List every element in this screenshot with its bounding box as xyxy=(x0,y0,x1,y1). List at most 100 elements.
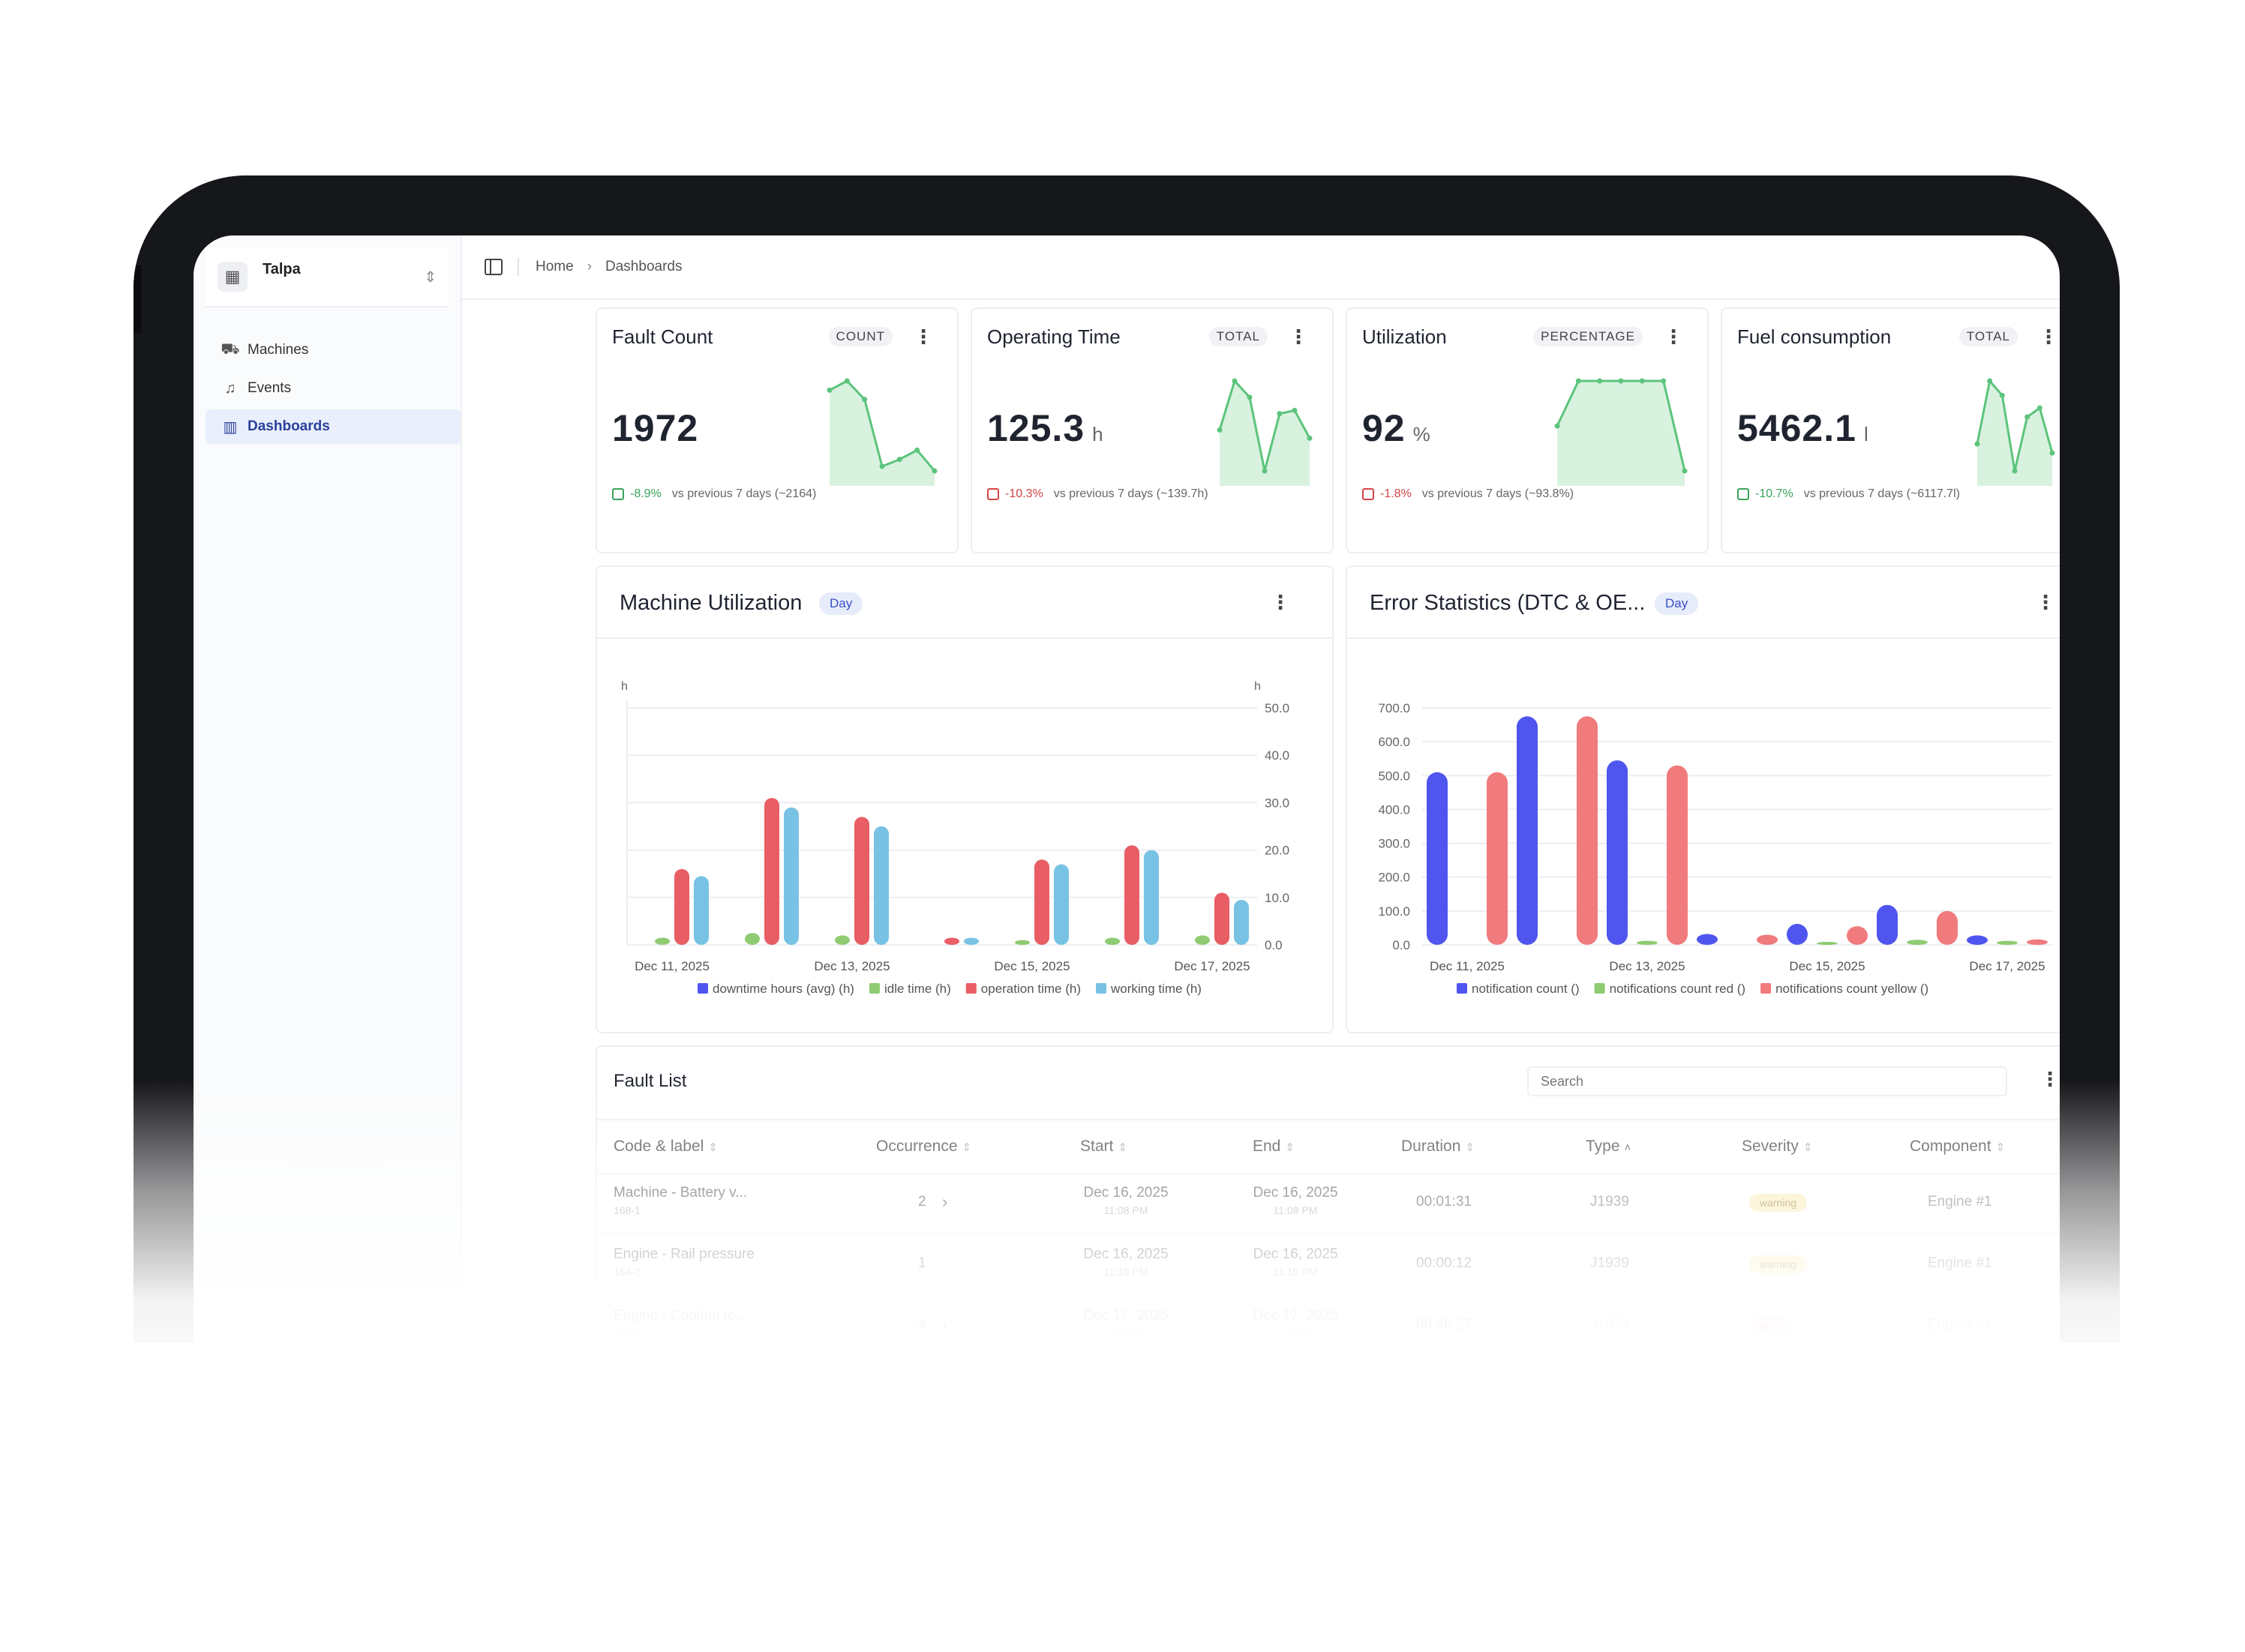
more-vertical-icon[interactable]: ⋮ xyxy=(914,325,933,348)
kpi-number: 1972 xyxy=(612,407,699,449)
legend-swatch xyxy=(1594,983,1605,994)
sparkline-point xyxy=(879,463,885,469)
kpi-number: 5462.1 xyxy=(1737,407,1856,449)
column-header-start[interactable]: Start ⇕ xyxy=(1080,1138,1127,1155)
y-tick-label: 500.0 xyxy=(1378,769,1410,783)
sparkline-area xyxy=(1220,381,1310,486)
column-header-component[interactable]: Component ⇕ xyxy=(1910,1138,2006,1155)
trend-down-icon xyxy=(987,488,999,500)
machine-utilization-card: Machine Utilization Day ⋮ 50.0 40.0 30.0 20… xyxy=(596,565,1334,1033)
kpi-card-utilization: Utilization PERCENTAGE ⋮ 92% -1.8% vs pr… xyxy=(1346,307,1709,553)
fault-start: Dec 16, 2025 11:08 PM xyxy=(1083,1185,1169,1216)
kpi-unit: l xyxy=(1863,423,1869,445)
column-header-duration[interactable]: Duration ⇕ xyxy=(1401,1138,1475,1155)
kpi-value: 1972 xyxy=(612,406,706,450)
column-header-end[interactable]: End ⇕ xyxy=(1253,1138,1295,1155)
divider xyxy=(597,637,1332,639)
bar xyxy=(944,937,959,945)
column-header-occurrence[interactable]: Occurrence ⇕ xyxy=(876,1138,972,1155)
kpi-card-fuel-consumption: Fuel consumption TOTAL ⋮ 5462.1 l -10.7% … xyxy=(1721,307,2060,553)
bar xyxy=(1577,716,1598,945)
bar xyxy=(1607,760,1628,945)
trend-down-icon xyxy=(1362,488,1374,500)
legend-label: operation time (h) xyxy=(981,982,1081,996)
fault-component: Engine #1 xyxy=(1928,1194,1992,1210)
bar xyxy=(1637,940,1658,945)
bar xyxy=(1787,924,1808,945)
column-header-severity[interactable]: Severity ⇕ xyxy=(1742,1138,1813,1155)
sidebar-item-events[interactable]: ♫ Events xyxy=(206,371,461,406)
kpi-value: 92% xyxy=(1362,406,1431,450)
kpi-comparison: -8.9% vs previous 7 days (~2164) xyxy=(612,487,816,501)
granularity-chip[interactable]: Day xyxy=(1655,592,1699,615)
bar xyxy=(2027,939,2048,945)
y-tick-label: 10.0 xyxy=(1265,891,1289,905)
error-statistics-chart: 700.0 600.0 500.0 400.0 300.0 200.0 100.0 0.0 De… xyxy=(1378,701,2052,996)
kpi-comparison: -10.3% vs previous 7 days (~139.7h) xyxy=(987,487,1208,501)
fault-start: Dec 16, 2025 11:10 PM xyxy=(1083,1246,1169,1278)
fault-list-card: Fault List ⋮ Code & label⇕ Occurrence⇕ S… xyxy=(596,1045,2060,1345)
severity-badge: warning xyxy=(1749,1255,1808,1273)
legend-swatch xyxy=(698,983,708,994)
more-vertical-icon[interactable]: ⋮ xyxy=(1271,591,1290,613)
kpi-compare-text: vs previous 7 days (~2164) xyxy=(671,487,817,500)
severity-badge: warning xyxy=(1749,1194,1808,1212)
fault-code: 168-1 xyxy=(614,1204,641,1216)
sparkline-point xyxy=(1597,378,1603,384)
more-vertical-icon[interactable]: ⋮ xyxy=(1289,325,1308,348)
sidebar-item-machines[interactable]: ⛟ Machines xyxy=(206,333,461,367)
expand-chevron-icon[interactable]: › xyxy=(942,1192,948,1211)
org-switcher[interactable]: ▦ Talpa ⇕ xyxy=(206,247,449,307)
legend-label: notifications count red () xyxy=(1610,982,1745,996)
kpi-delta: -10.7% xyxy=(1755,487,1793,500)
breadcrumb-home[interactable]: Home xyxy=(536,259,574,274)
bar xyxy=(1487,772,1508,945)
sparkline-point xyxy=(1307,435,1313,441)
more-vertical-icon[interactable]: ⋮ xyxy=(2036,591,2055,613)
fault-search-input[interactable] xyxy=(1527,1066,2007,1096)
y2-axis-label: h xyxy=(1254,680,1261,693)
fault-duration: 00:48:27 xyxy=(1416,1317,1472,1333)
table-row[interactable]: Engine - Rail pressure 164-2 1 Dec 16, 2025… xyxy=(597,1234,2060,1296)
y-tick-label: 20.0 xyxy=(1265,844,1289,858)
sparkline-point xyxy=(1292,407,1298,413)
sidebar-toggle-icon[interactable] xyxy=(485,259,503,275)
kpi-badge: PERCENTAGE xyxy=(1533,327,1643,346)
kpi-badge: TOTAL xyxy=(1958,327,2018,346)
bar xyxy=(784,807,799,945)
sparkline-point xyxy=(1277,411,1283,417)
sparkline-point xyxy=(914,447,920,453)
table-row[interactable]: Engine - Coolant te... 110-0 4 › Dec 17, 202… xyxy=(597,1296,2060,1345)
severity-badge: error xyxy=(1749,1317,1793,1335)
top-bar: Home › Dashboards xyxy=(461,235,2060,300)
fault-type: J1939 xyxy=(1590,1194,1629,1210)
bar xyxy=(1054,864,1069,945)
expand-chevron-icon[interactable]: › xyxy=(942,1315,948,1334)
chevron-up-down-icon: ⇕ xyxy=(424,268,437,286)
sparkline-point xyxy=(1247,394,1253,400)
sidebar-item-dashboards[interactable]: ▥ Dashboards xyxy=(206,409,461,444)
legend-swatch xyxy=(1760,983,1772,994)
y-tick-label: 0.0 xyxy=(1265,938,1283,952)
org-name: Talpa xyxy=(263,260,301,277)
x-tick-label: Dec 13, 2025 xyxy=(814,959,890,973)
y-tick-label: 300.0 xyxy=(1378,837,1410,851)
more-vertical-icon[interactable]: ⋮ xyxy=(1664,325,1683,348)
kpi-badge: COUNT xyxy=(828,327,893,346)
legend-swatch xyxy=(869,983,880,994)
bar xyxy=(1937,910,1958,945)
kpi-delta: -10.3% xyxy=(1005,487,1043,500)
sparkline-point xyxy=(844,378,850,384)
fault-end: Dec 16, 2025 11:08 PM xyxy=(1253,1185,1338,1216)
more-vertical-icon[interactable]: ⋮ xyxy=(2040,1068,2060,1090)
bar xyxy=(1034,859,1049,945)
more-vertical-icon[interactable]: ⋮ xyxy=(2039,325,2058,348)
granularity-chip[interactable]: Day xyxy=(819,592,863,615)
legend-label: notification count () xyxy=(1472,982,1580,996)
sparkline-point xyxy=(827,387,833,393)
y-tick-label: 0.0 xyxy=(1392,938,1410,952)
sparkline-point xyxy=(1661,378,1667,384)
column-header-type[interactable]: Type ˄ xyxy=(1586,1138,1631,1155)
column-header-code[interactable]: Code & label ⇕ xyxy=(614,1138,718,1155)
table-row[interactable]: Machine - Battery v... 168-1 2 › Dec 16, 202… xyxy=(597,1173,2060,1234)
